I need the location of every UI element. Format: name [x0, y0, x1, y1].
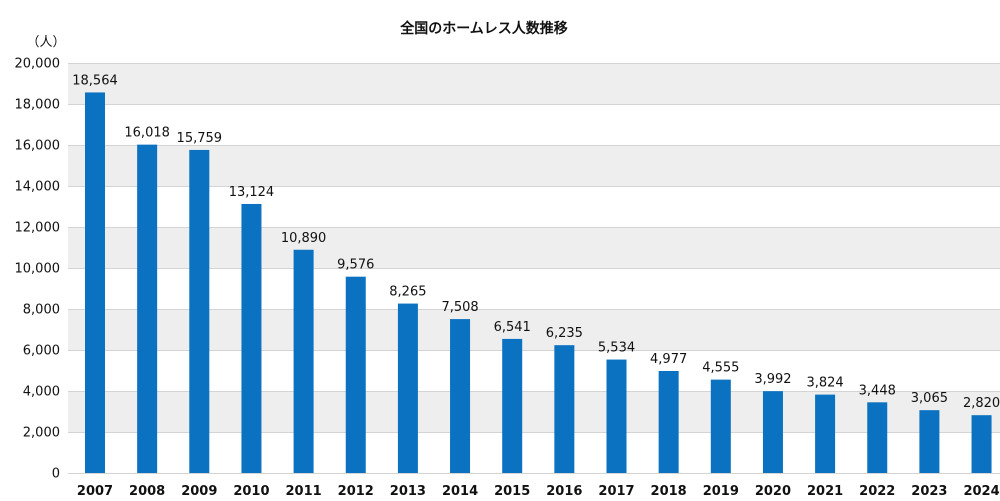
- bar-2007: [85, 92, 105, 474]
- data-label: 16,018: [124, 126, 170, 141]
- data-label: 5,534: [598, 341, 635, 356]
- bar-2014: [450, 319, 471, 473]
- data-label: 3,824: [806, 376, 843, 391]
- data-label: 4,555: [702, 361, 739, 376]
- y-axis-unit-label: （人）: [26, 35, 65, 50]
- bar-2020: [762, 391, 783, 473]
- x-tick-label: 2015: [494, 484, 530, 499]
- x-tick-label: 2024: [963, 484, 999, 499]
- x-tick-label: 2016: [546, 484, 582, 499]
- x-axis-ticks: 2007 2008 2009 2010 2011 2012 2013 2014 2015 2016…: [77, 484, 1000, 499]
- y-tick-label: 20,000: [15, 57, 61, 72]
- data-label: 13,124: [229, 185, 275, 200]
- y-axis-ticks: 0 2,000 4,000 6,000 8,000 10,000 12,000 14,000 1…: [15, 57, 61, 482]
- x-tick-label: 2009: [181, 484, 217, 499]
- data-label: 9,576: [337, 258, 374, 273]
- data-labels: 18,564 16,018 15,759 13,124 10,890 9,576 8,265…: [72, 73, 1000, 411]
- bar-2022: [867, 402, 888, 473]
- grid-lines: [68, 63, 1000, 474]
- data-label: 4,977: [650, 352, 687, 367]
- bar-2021: [815, 394, 836, 473]
- x-tick-label: 2014: [442, 484, 478, 499]
- chart-title: 全国のホームレス人数推移: [399, 20, 568, 37]
- bar-2017: [606, 359, 627, 473]
- background-band: [68, 145, 1000, 186]
- x-tick-label: 2021: [807, 484, 843, 499]
- y-tick-label: 4,000: [23, 385, 60, 400]
- y-tick-label: 8,000: [23, 303, 60, 318]
- x-tick-label: 2019: [703, 484, 739, 499]
- data-label: 6,541: [494, 320, 531, 335]
- y-tick-label: 18,000: [15, 98, 61, 113]
- x-tick-label: 2013: [390, 484, 426, 499]
- bar-2016: [554, 345, 575, 473]
- y-tick-label: 10,000: [15, 262, 61, 277]
- y-tick-label: 12,000: [15, 221, 61, 236]
- x-tick-label: 2010: [233, 484, 269, 499]
- bar-2008: [137, 144, 158, 474]
- background-bands: [68, 63, 1000, 432]
- data-label: 3,992: [754, 372, 791, 387]
- bar-2019: [710, 379, 731, 473]
- x-tick-label: 2018: [651, 484, 687, 499]
- bars: [85, 92, 992, 474]
- data-label: 15,759: [177, 131, 223, 146]
- bar-2015: [502, 338, 523, 473]
- x-tick-label: 2012: [338, 484, 374, 499]
- bar-2013: [397, 303, 418, 473]
- bar-2012: [345, 276, 366, 473]
- x-tick-label: 2022: [859, 484, 895, 499]
- bar-2009: [189, 149, 210, 474]
- y-tick-label: 6,000: [23, 344, 60, 359]
- x-tick-label: 2023: [911, 484, 947, 499]
- data-label: 18,564: [72, 73, 118, 88]
- background-band: [68, 309, 1000, 350]
- background-band: [68, 63, 1000, 104]
- data-label: 3,448: [859, 383, 896, 398]
- data-label: 8,265: [389, 285, 426, 300]
- x-tick-label: 2011: [286, 484, 322, 499]
- x-tick-label: 2008: [129, 484, 165, 499]
- data-label: 6,235: [546, 326, 583, 341]
- y-tick-label: 0: [52, 467, 60, 482]
- data-label: 10,890: [281, 231, 327, 246]
- data-label: 2,820: [963, 396, 1000, 411]
- bar-2010: [241, 203, 262, 473]
- background-band: [68, 227, 1000, 268]
- data-label: 7,508: [441, 300, 478, 315]
- x-tick-label: 2017: [598, 484, 634, 499]
- y-tick-label: 2,000: [23, 426, 60, 441]
- background-band: [68, 391, 1000, 432]
- bar-2023: [919, 410, 940, 473]
- y-tick-label: 14,000: [15, 180, 61, 195]
- bar-2018: [658, 370, 679, 473]
- data-label: 3,065: [911, 391, 948, 406]
- bar-2024: [971, 415, 992, 473]
- y-tick-label: 16,000: [15, 139, 61, 154]
- bar-2011: [293, 249, 314, 473]
- x-tick-label: 2007: [77, 484, 113, 499]
- x-tick-label: 2020: [755, 484, 791, 499]
